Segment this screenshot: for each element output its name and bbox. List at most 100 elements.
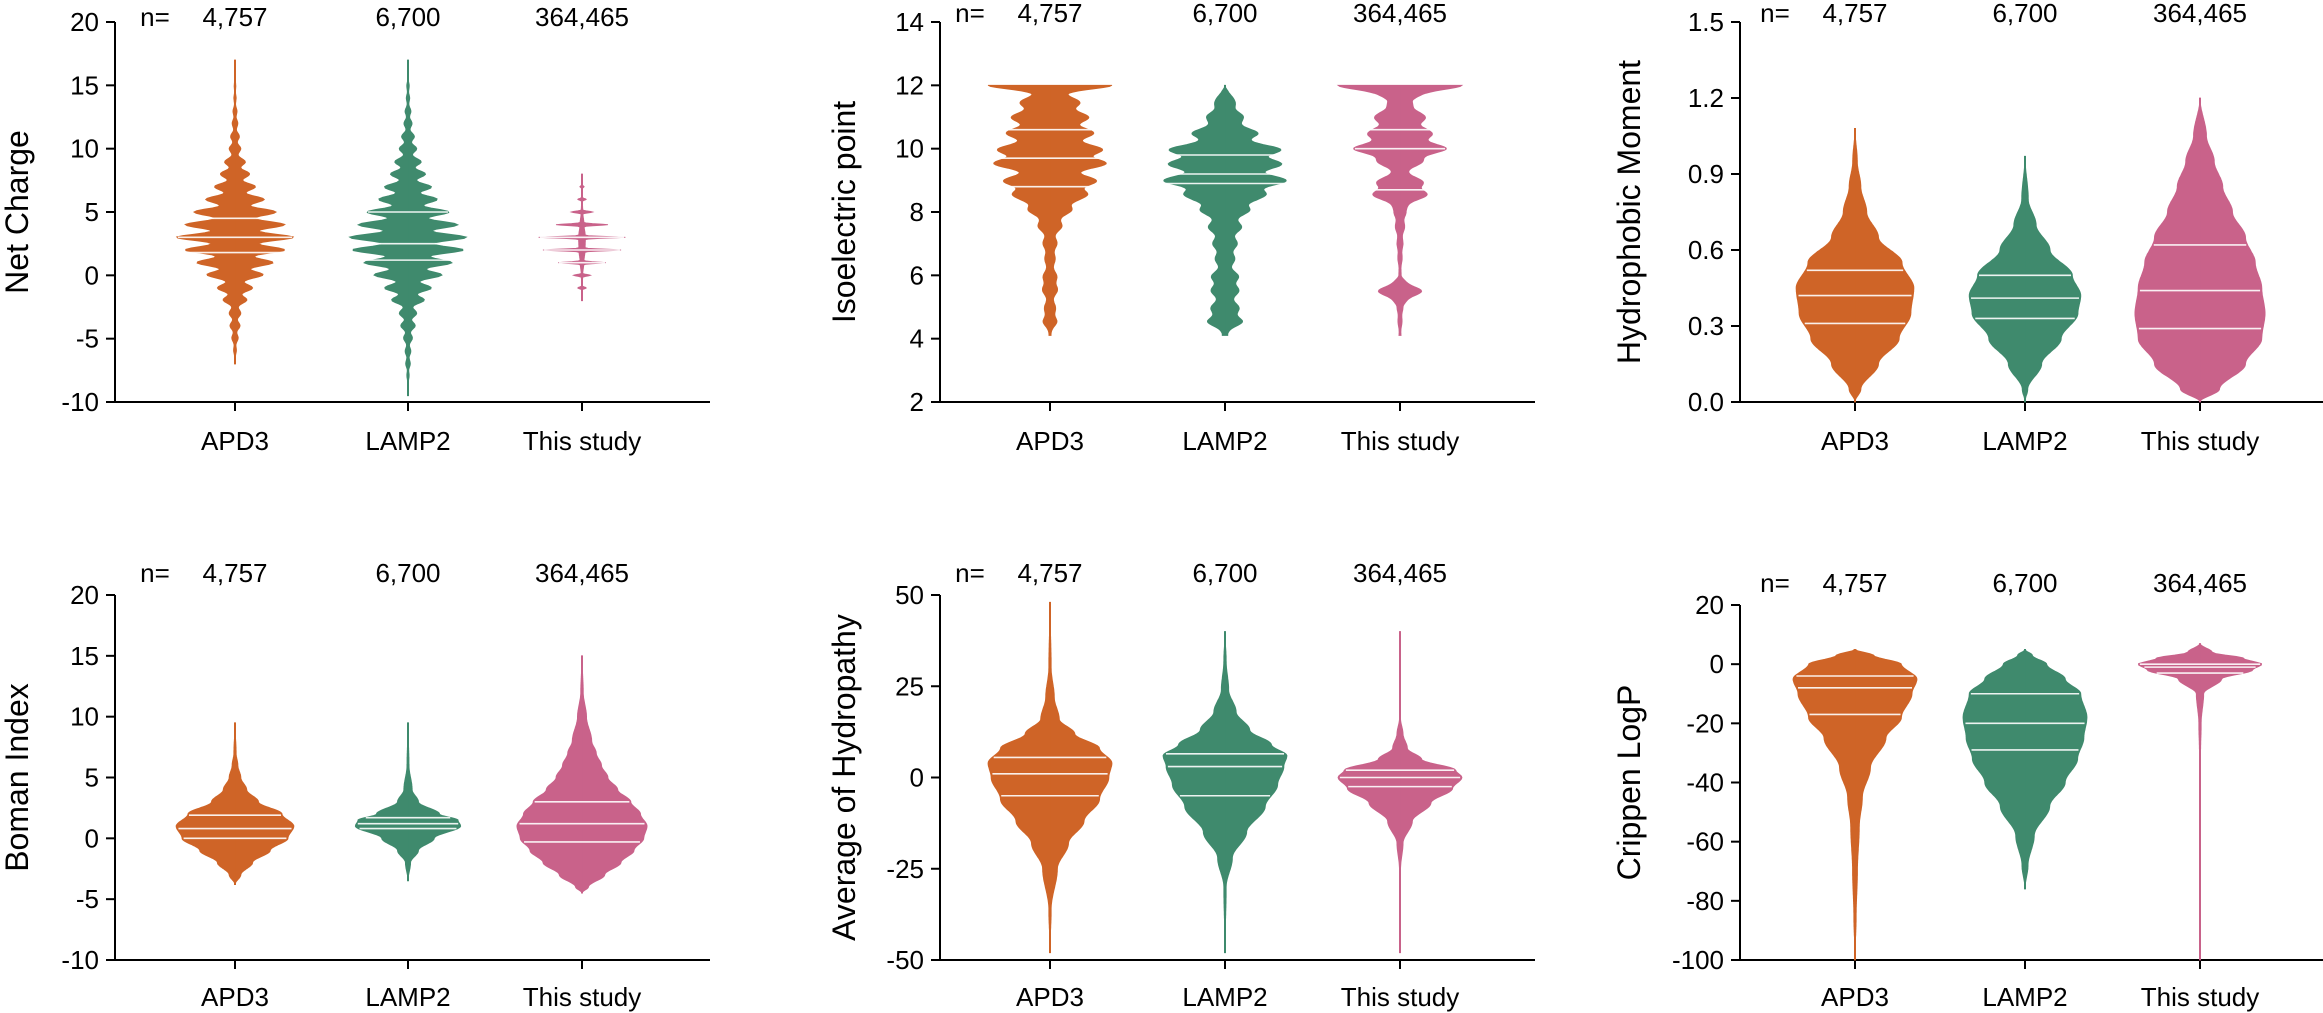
y-tick-label: -20 (1686, 708, 1724, 738)
count-prefix: n= (955, 0, 985, 28)
violin-lamp2 (348, 59, 468, 397)
category-label: LAMP2 (1182, 426, 1267, 456)
count-label-2: 6,700 (375, 558, 440, 588)
category-label: LAMP2 (1982, 982, 2067, 1012)
y-tick-label: 0.9 (1688, 159, 1724, 189)
y-axis-label: Boman Index (0, 683, 35, 872)
violin-this-study (1337, 631, 1463, 954)
count-label-1: 4,757 (202, 2, 267, 32)
category-label: This study (1341, 982, 1460, 1012)
y-tick-label: 20 (1695, 590, 1724, 620)
category-label: This study (2141, 426, 2260, 456)
y-axis-label: Average of Hydropathy (826, 614, 862, 941)
violin-this-study (2138, 643, 2262, 961)
y-tick-label: 12 (895, 70, 924, 100)
y-axis-label: Net Charge (0, 130, 35, 294)
chart-panel-1: -10 -5 0 5 10 15 20 Net Charge n= 4,757 6,700 364,4… (0, 2, 710, 456)
violin-apd3 (1792, 649, 1918, 961)
y-tick-label: 1.2 (1688, 83, 1724, 113)
y-tick-label: 0 (85, 823, 99, 853)
y-tick-label: -100 (1672, 945, 1724, 975)
violin-this-study (1336, 84, 1464, 336)
y-tick-label: 20 (70, 580, 99, 610)
count-prefix: n= (140, 2, 170, 32)
y-tick-label: 0.6 (1688, 235, 1724, 265)
count-label-1: 4,757 (1822, 568, 1887, 598)
count-label-3: 364,465 (1353, 558, 1447, 588)
violin-apd3 (987, 601, 1113, 954)
y-tick-label: 25 (895, 671, 924, 701)
y-tick-label: 10 (70, 702, 99, 732)
category-label: This study (1341, 426, 1460, 456)
y-tick-label: 5 (85, 197, 99, 227)
y-tick-label: 10 (70, 134, 99, 164)
category-label: APD3 (1821, 982, 1889, 1012)
y-tick-label: 15 (70, 70, 99, 100)
chart-panel-5: -50 -25 0 25 50 Average of Hydropathy n= 4,757 6… (826, 558, 1535, 1012)
y-tick-label: -50 (886, 945, 924, 975)
y-tick-label: 4 (910, 324, 924, 354)
count-label-1: 4,757 (202, 558, 267, 588)
y-tick-label: 0 (85, 260, 99, 290)
y-tick-label: 8 (910, 197, 924, 227)
y-tick-label: -25 (886, 854, 924, 884)
violin-lamp2 (354, 722, 462, 882)
y-tick-label: 0.3 (1688, 311, 1724, 341)
y-axis-label: Crippen LogP (1611, 685, 1647, 881)
y-tick-label: 0 (1710, 649, 1724, 679)
count-label-1: 4,757 (1017, 558, 1082, 588)
violin-lamp2 (1968, 155, 2082, 403)
violin-this-study (516, 655, 648, 894)
y-tick-label: 15 (70, 641, 99, 671)
violin-apd3 (987, 84, 1113, 336)
category-label: APD3 (201, 426, 269, 456)
violin-lamp2 (1962, 649, 2088, 890)
category-label: APD3 (1016, 982, 1084, 1012)
y-tick-label: 10 (895, 134, 924, 164)
y-tick-label: -5 (76, 324, 99, 354)
y-tick-label: 2 (910, 387, 924, 417)
category-label: This study (2141, 982, 2260, 1012)
y-tick-label: 50 (895, 580, 924, 610)
category-label: LAMP2 (365, 426, 450, 456)
y-tick-label: -10 (61, 945, 99, 975)
count-prefix: n= (955, 558, 985, 588)
y-tick-label: 5 (85, 763, 99, 793)
y-tick-label: -60 (1686, 827, 1724, 857)
count-label-1: 4,757 (1822, 0, 1887, 28)
y-tick-label: -40 (1686, 768, 1724, 798)
y-tick-label: 14 (895, 7, 924, 37)
count-prefix: n= (140, 558, 170, 588)
count-label-3: 364,465 (535, 2, 629, 32)
count-label-3: 364,465 (2153, 568, 2247, 598)
y-tick-label: 20 (70, 7, 99, 37)
category-label: LAMP2 (1182, 982, 1267, 1012)
y-axis-label: Isoelectric point (826, 101, 862, 323)
y-tick-label: 0 (910, 763, 924, 793)
y-axis-label: Hydrophobic Moment (1611, 60, 1647, 364)
violin-apd3 (175, 722, 295, 885)
violin-apd3 (1795, 128, 1915, 403)
category-label: APD3 (1016, 426, 1084, 456)
violin-this-study (2134, 97, 2266, 403)
count-prefix: n= (1760, 0, 1790, 28)
category-label: LAMP2 (1982, 426, 2067, 456)
y-tick-label: 6 (910, 260, 924, 290)
chart-panel-2: 2 4 6 8 10 12 14 Isoelectric point n= 4,757 6,700 3… (826, 0, 1535, 456)
count-label-2: 6,700 (1192, 558, 1257, 588)
y-tick-label: 1.5 (1688, 7, 1724, 37)
category-label: This study (523, 982, 642, 1012)
violin-lamp2 (1163, 84, 1287, 336)
count-label-2: 6,700 (1992, 568, 2057, 598)
count-label-2: 6,700 (375, 2, 440, 32)
count-label-2: 6,700 (1192, 0, 1257, 28)
count-label-3: 364,465 (2153, 0, 2247, 28)
count-label-1: 4,757 (1017, 0, 1082, 28)
chart-panel-4: -10 -5 0 5 10 15 20 Boman Index n= 4,757 6,700 364,… (0, 558, 710, 1012)
violin-apd3 (175, 59, 295, 365)
category-label: APD3 (201, 982, 269, 1012)
y-tick-label: -10 (61, 387, 99, 417)
y-tick-label: -5 (76, 884, 99, 914)
count-label-2: 6,700 (1992, 0, 2057, 28)
